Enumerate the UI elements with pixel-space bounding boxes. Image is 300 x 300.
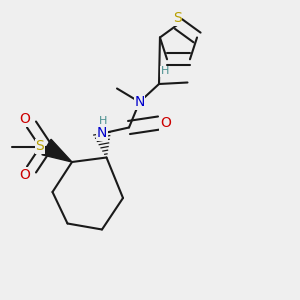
Text: O: O xyxy=(160,116,171,130)
Text: O: O xyxy=(20,112,30,126)
Text: N: N xyxy=(134,95,145,109)
Polygon shape xyxy=(42,139,72,162)
Text: S: S xyxy=(35,140,44,153)
Text: H: H xyxy=(161,66,169,76)
Text: S: S xyxy=(173,11,182,25)
Text: N: N xyxy=(97,127,107,140)
Text: O: O xyxy=(20,168,30,182)
Text: H: H xyxy=(99,116,107,126)
